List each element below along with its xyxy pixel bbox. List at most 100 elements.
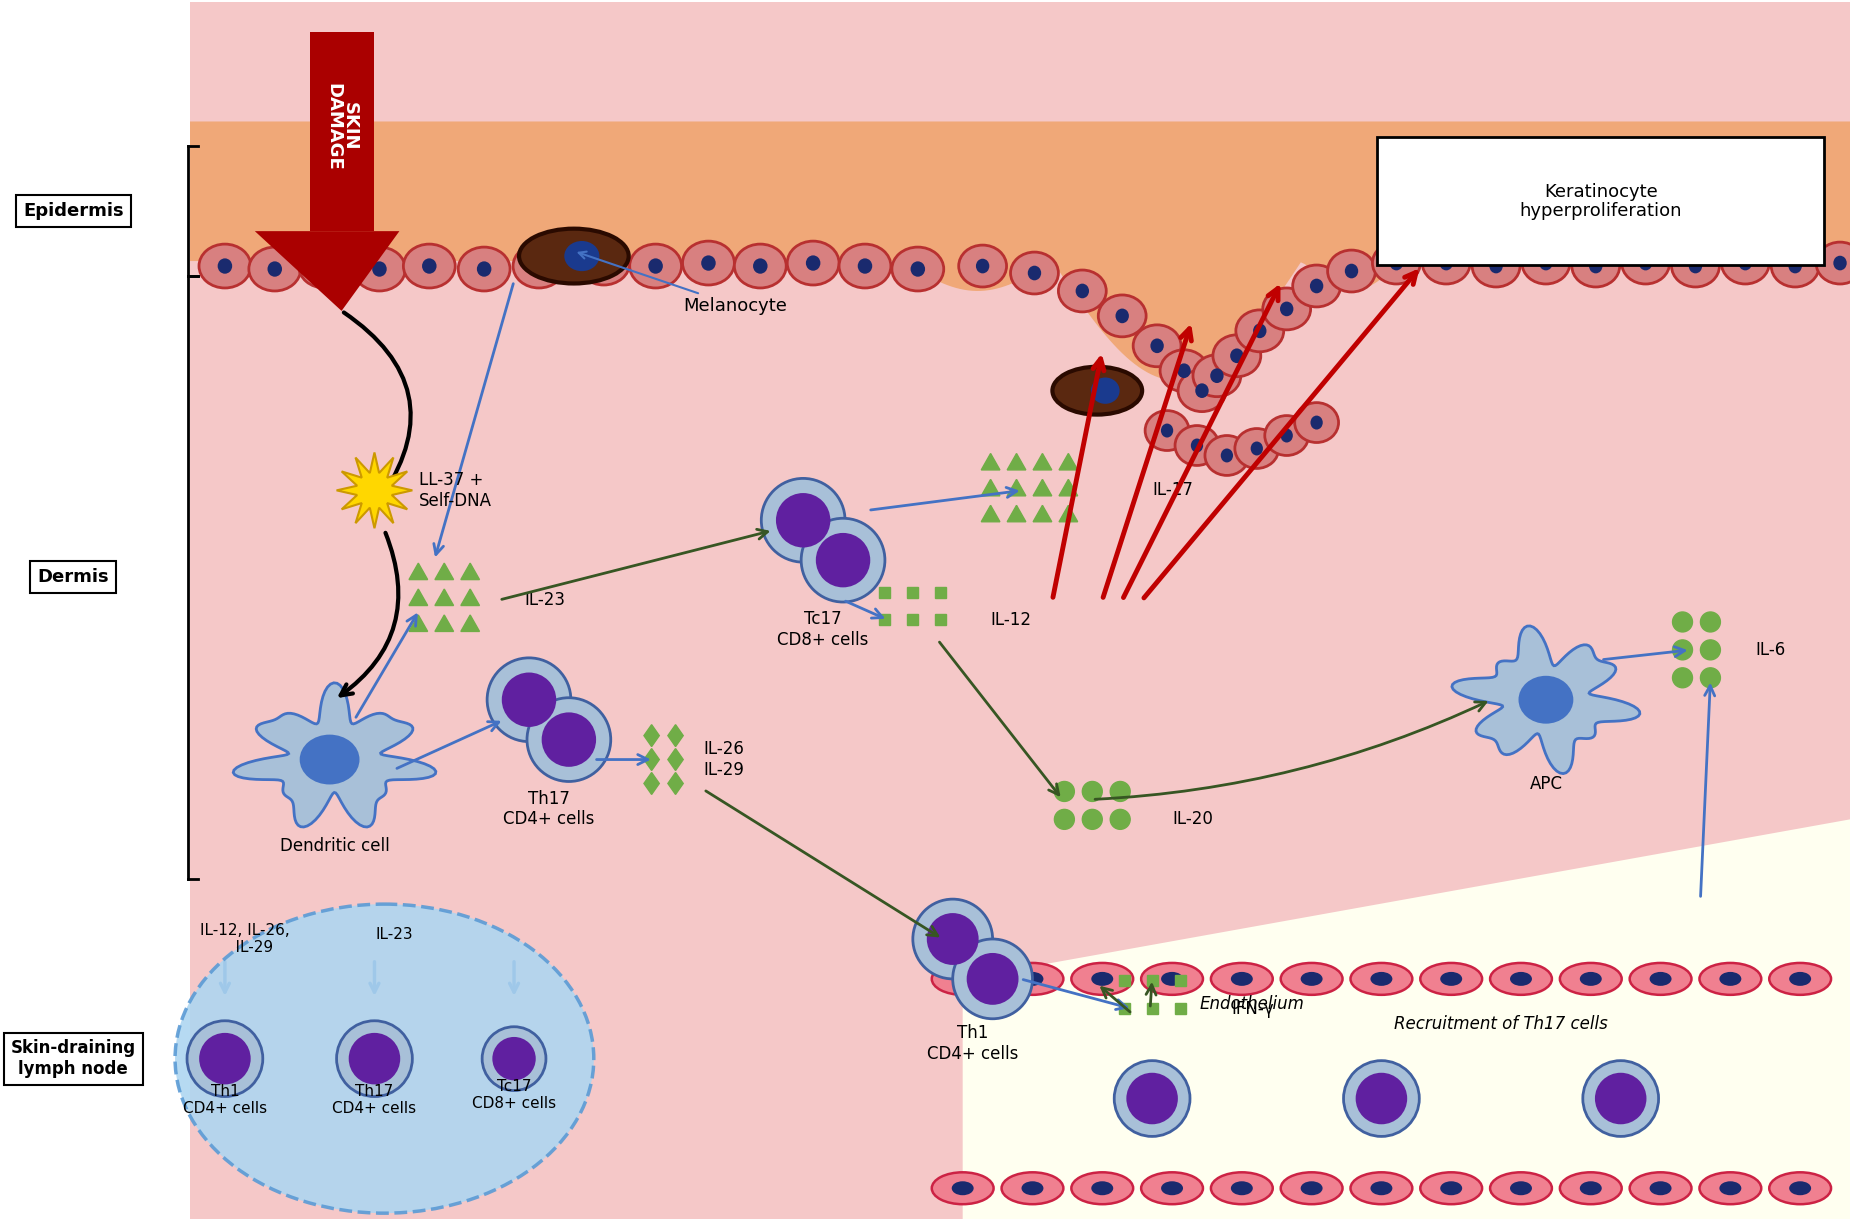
Circle shape — [1356, 1073, 1408, 1125]
Text: Dendritic cell: Dendritic cell — [279, 838, 390, 855]
Text: IFN-γ: IFN-γ — [1232, 1000, 1275, 1018]
Ellipse shape — [1473, 245, 1521, 287]
Ellipse shape — [1001, 1172, 1064, 1204]
Ellipse shape — [1295, 403, 1339, 442]
Ellipse shape — [1720, 242, 1769, 284]
Text: Dermis: Dermis — [37, 568, 109, 586]
Polygon shape — [980, 453, 999, 470]
Text: LL-37 +
Self-DNA: LL-37 + Self-DNA — [420, 471, 492, 509]
Ellipse shape — [1151, 338, 1164, 353]
Text: Tc17
CD8+ cells: Tc17 CD8+ cells — [472, 1079, 557, 1111]
Polygon shape — [644, 748, 659, 770]
Ellipse shape — [1489, 259, 1502, 274]
Ellipse shape — [1092, 377, 1119, 404]
Ellipse shape — [353, 247, 405, 291]
Ellipse shape — [1251, 442, 1264, 455]
Ellipse shape — [1630, 1172, 1691, 1204]
Ellipse shape — [1301, 1181, 1323, 1195]
Ellipse shape — [1162, 1181, 1182, 1195]
Text: IL-12, IL-26,
    IL-29: IL-12, IL-26, IL-29 — [200, 923, 290, 955]
Ellipse shape — [1630, 963, 1691, 995]
Polygon shape — [435, 589, 453, 606]
Ellipse shape — [1650, 972, 1672, 985]
Ellipse shape — [1195, 383, 1208, 398]
FancyBboxPatch shape — [879, 586, 890, 597]
Circle shape — [542, 712, 596, 767]
Ellipse shape — [422, 259, 437, 274]
Ellipse shape — [477, 261, 492, 277]
Ellipse shape — [932, 1172, 993, 1204]
Ellipse shape — [300, 735, 359, 784]
FancyBboxPatch shape — [1119, 976, 1130, 987]
Polygon shape — [1058, 453, 1079, 470]
Polygon shape — [1058, 480, 1079, 496]
Text: IL-20: IL-20 — [1173, 811, 1214, 828]
Ellipse shape — [403, 244, 455, 288]
Circle shape — [1110, 781, 1130, 801]
Circle shape — [1343, 1061, 1419, 1137]
Ellipse shape — [1230, 1181, 1252, 1195]
Ellipse shape — [1622, 242, 1669, 284]
Ellipse shape — [648, 259, 662, 274]
Ellipse shape — [1193, 355, 1241, 397]
Ellipse shape — [200, 244, 252, 288]
Text: IL-26
IL-29: IL-26 IL-29 — [703, 740, 744, 779]
FancyBboxPatch shape — [936, 586, 945, 597]
Ellipse shape — [372, 261, 387, 277]
Circle shape — [1700, 640, 1720, 659]
Ellipse shape — [1293, 265, 1341, 306]
Polygon shape — [1006, 453, 1027, 470]
Polygon shape — [1032, 480, 1053, 496]
Circle shape — [968, 952, 1019, 1005]
Polygon shape — [233, 683, 437, 827]
Ellipse shape — [1162, 972, 1182, 985]
Ellipse shape — [1234, 429, 1278, 469]
Polygon shape — [668, 724, 683, 746]
Circle shape — [348, 1033, 400, 1084]
Ellipse shape — [958, 245, 1006, 287]
Ellipse shape — [250, 247, 302, 291]
Ellipse shape — [1769, 963, 1832, 995]
Ellipse shape — [1141, 1172, 1202, 1204]
Ellipse shape — [459, 247, 511, 291]
Text: IL-23: IL-23 — [524, 591, 564, 609]
Ellipse shape — [512, 244, 564, 288]
Text: Th1
CD4+ cells: Th1 CD4+ cells — [183, 1084, 266, 1116]
Polygon shape — [435, 563, 453, 580]
Circle shape — [1672, 640, 1693, 659]
Polygon shape — [337, 453, 413, 529]
Ellipse shape — [1099, 295, 1147, 337]
Text: Skin-draining
lymph node: Skin-draining lymph node — [11, 1039, 135, 1078]
Ellipse shape — [1301, 972, 1323, 985]
Text: Th17
CD4+ cells: Th17 CD4+ cells — [333, 1084, 416, 1116]
Circle shape — [487, 658, 572, 741]
Circle shape — [953, 939, 1032, 1018]
Polygon shape — [668, 748, 683, 770]
Ellipse shape — [1230, 348, 1243, 363]
Ellipse shape — [1389, 255, 1402, 270]
Circle shape — [775, 493, 831, 547]
Circle shape — [527, 697, 611, 781]
Ellipse shape — [1264, 288, 1310, 330]
Ellipse shape — [1092, 1181, 1114, 1195]
Polygon shape — [191, 121, 1850, 381]
Text: Recruitment of Th17 cells: Recruitment of Th17 cells — [1395, 1015, 1608, 1033]
Ellipse shape — [1817, 242, 1850, 284]
Ellipse shape — [1204, 436, 1249, 475]
Circle shape — [492, 1037, 536, 1081]
Ellipse shape — [1572, 245, 1621, 287]
Text: APC: APC — [1530, 775, 1563, 794]
Ellipse shape — [298, 244, 350, 288]
Text: Keratinocyte
hyperproliferation: Keratinocyte hyperproliferation — [1519, 182, 1682, 220]
Polygon shape — [1452, 626, 1639, 774]
Ellipse shape — [1280, 429, 1293, 442]
Ellipse shape — [1265, 415, 1308, 455]
Ellipse shape — [1310, 278, 1323, 293]
Circle shape — [1595, 1073, 1646, 1125]
Ellipse shape — [1441, 1181, 1462, 1195]
FancyBboxPatch shape — [936, 614, 945, 625]
Ellipse shape — [1689, 259, 1702, 274]
Ellipse shape — [577, 241, 629, 284]
Polygon shape — [435, 615, 453, 631]
Text: Endothelium: Endothelium — [1199, 995, 1304, 1012]
